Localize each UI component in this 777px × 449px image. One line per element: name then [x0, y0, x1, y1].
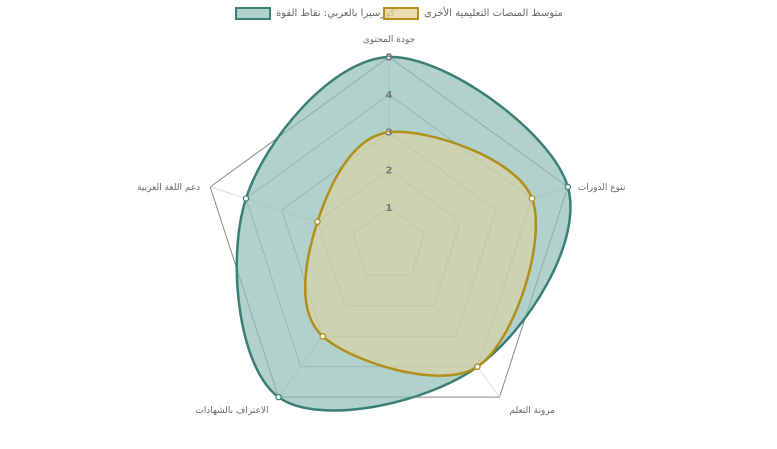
axis-label-2: مرونة التعلم [510, 406, 556, 416]
tick-label-2: 2 [386, 165, 393, 176]
tick-label-1: 1 [386, 203, 393, 214]
tick-label-3: 3 [386, 128, 393, 139]
axis-label-0: جودة المحتوى [363, 35, 415, 45]
tick-label-4: 4 [386, 90, 393, 101]
series-0-point-4[interactable] [242, 195, 250, 202]
series-1-point-3[interactable] [319, 333, 326, 340]
axis-label-1: تنوع الدورات [578, 183, 626, 193]
series-0-point-3[interactable] [275, 393, 282, 401]
axis-label-4: دعم اللغة العربية [137, 183, 200, 193]
legend: كورسيرا بالعربي: نقاط القوة متوسط المنصا… [235, 6, 563, 20]
radial-ticks: 1 2 3 4 5 [386, 53, 393, 214]
series-1-point-1[interactable] [528, 195, 536, 202]
legend-label-average[interactable]: متوسط المنصات التعليمية الأخرى [424, 6, 563, 19]
series-0-point-0[interactable] [385, 53, 393, 61]
series-1-point-0[interactable] [385, 128, 393, 136]
series-0-point-1[interactable] [564, 183, 572, 191]
axis-labels: جودة المحتوى تنوع الدورات مرونة التعلم الاع… [137, 35, 626, 416]
legend-swatch-average[interactable] [383, 7, 419, 20]
legend-label-strengths[interactable]: كورسيرا بالعربي: نقاط القوة [276, 8, 395, 19]
axis-label-3: الاعتراف بالشهادات [195, 406, 268, 416]
tick-label-5: 5 [386, 53, 393, 64]
series-1-point-2[interactable] [474, 363, 481, 370]
legend-swatch-strengths[interactable] [235, 7, 271, 20]
series-layer [235, 53, 572, 412]
series-1-point-4[interactable] [314, 218, 321, 226]
